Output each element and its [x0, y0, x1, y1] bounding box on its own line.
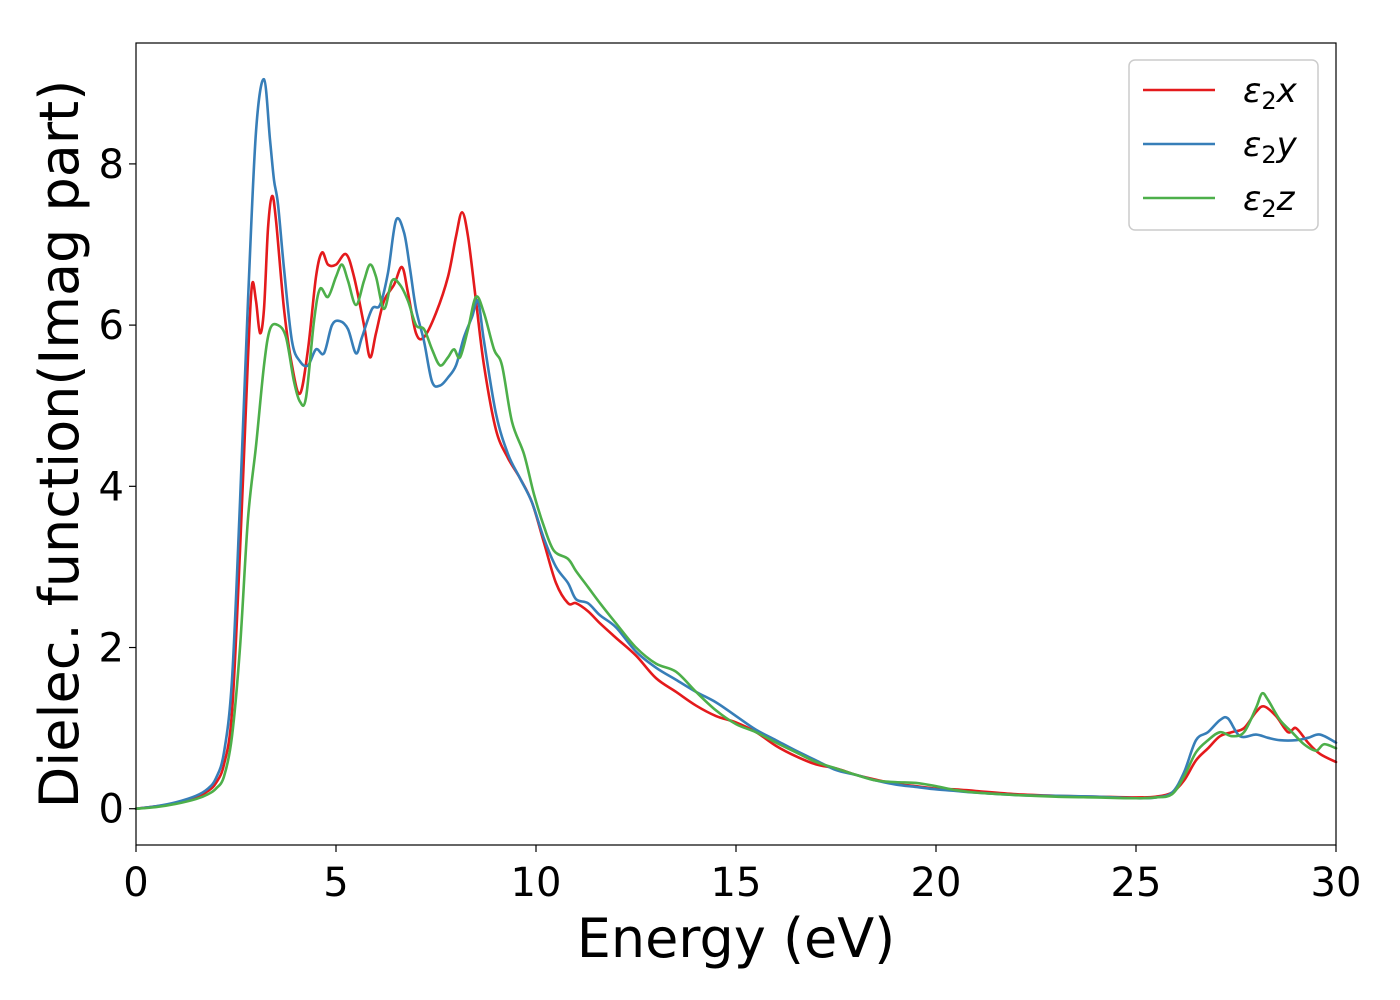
- legend-label-y: ε2y: [1243, 125, 1298, 169]
- x-axis-label: Energy (eV): [577, 907, 896, 970]
- legend: ε2x ε2y ε2z: [1128, 59, 1319, 231]
- y-tick-label: 0: [99, 787, 124, 833]
- legend-label-z: ε2z: [1243, 179, 1296, 223]
- y-tick-label: 8: [99, 142, 124, 188]
- x-tick-label: 20: [911, 860, 962, 906]
- x-tick-label: 30: [1311, 860, 1362, 906]
- y-axis-label: Dielec. function(Imag part): [28, 80, 91, 809]
- y-axis-ticks: 0 2 4 6 8: [99, 142, 136, 833]
- y-tick-label: 6: [99, 303, 124, 349]
- x-tick-label: 0: [123, 860, 148, 906]
- x-axis-ticks: 0 5 10 15 20 25 30: [123, 845, 1361, 906]
- series-layer: [134, 77, 1338, 811]
- series-line-z: [134, 263, 1338, 811]
- x-tick-label: 5: [323, 860, 348, 906]
- legend-box: [1128, 59, 1319, 231]
- legend-label-x: ε2x: [1243, 71, 1298, 115]
- y-tick-label: 4: [99, 464, 124, 510]
- x-tick-label: 25: [1111, 860, 1162, 906]
- x-tick-label: 10: [511, 860, 562, 906]
- y-tick-label: 2: [99, 626, 124, 672]
- x-tick-label: 15: [711, 860, 762, 906]
